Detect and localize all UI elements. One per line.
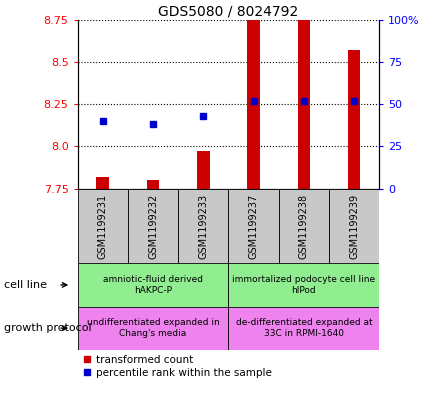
Title: GDS5080 / 8024792: GDS5080 / 8024792 (158, 4, 298, 18)
Bar (297, 6, 310, 189)
Bar (178, 189, 228, 263)
Bar (347, 50, 359, 189)
Bar (228, 307, 378, 350)
Bar (228, 189, 278, 263)
Bar (197, 151, 209, 189)
Bar (146, 180, 159, 189)
Text: GSM1199239: GSM1199239 (348, 193, 358, 259)
Text: GSM1199232: GSM1199232 (147, 193, 158, 259)
Bar (77, 307, 228, 350)
Bar (77, 263, 228, 307)
Text: GSM1199233: GSM1199233 (198, 193, 208, 259)
Text: de-differentiated expanded at
33C in RPMI-1640: de-differentiated expanded at 33C in RPM… (235, 318, 371, 338)
Bar (328, 189, 378, 263)
Text: amniotic-fluid derived
hAKPC-P: amniotic-fluid derived hAKPC-P (103, 275, 203, 295)
Text: undifferentiated expanded in
Chang's media: undifferentiated expanded in Chang's med… (86, 318, 219, 338)
Text: GSM1199237: GSM1199237 (248, 193, 258, 259)
Text: GSM1199238: GSM1199238 (298, 193, 308, 259)
Legend: transformed count, percentile rank within the sample: transformed count, percentile rank withi… (83, 355, 272, 378)
Text: immortalized podocyte cell line
hIPod: immortalized podocyte cell line hIPod (232, 275, 375, 295)
Text: GSM1199231: GSM1199231 (98, 193, 108, 259)
Bar (278, 189, 328, 263)
Bar (128, 189, 178, 263)
Bar (228, 263, 378, 307)
Bar (247, 0, 259, 189)
Text: cell line: cell line (4, 280, 47, 290)
Text: growth protocol: growth protocol (4, 323, 92, 333)
Bar (77, 189, 128, 263)
Bar (96, 177, 109, 189)
